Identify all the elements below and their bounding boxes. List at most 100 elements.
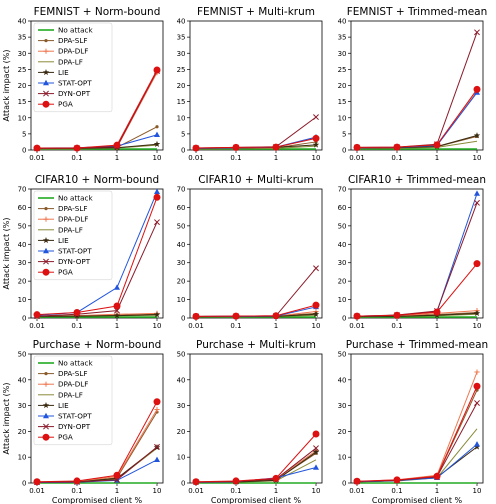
y-tick-label: 10: [338, 454, 347, 462]
legend-label: PGA: [58, 433, 73, 442]
series-line: [356, 32, 478, 148]
y-tick-label: 20: [338, 428, 347, 436]
y-tick-label: 0: [181, 480, 185, 488]
x-tick-label: 0.1: [71, 487, 82, 495]
legend-label: DYN-OPT: [58, 89, 91, 98]
y-tick-label: 30: [177, 259, 186, 267]
x-tick-label: 0.1: [71, 322, 82, 330]
y-tick-label: 10: [18, 454, 27, 462]
panel-1: FEMNIST + Multi-krum 0 5 10 15 20 25 30 35 40 0.01…: [177, 6, 323, 162]
y-tick-label: 20: [338, 278, 347, 286]
panel-title: FEMNIST + Multi-krum: [197, 6, 315, 18]
y-tick-label: 15: [18, 98, 27, 106]
x-tick-label: 10: [473, 154, 482, 162]
legend-label: STAT-OPT: [58, 247, 92, 256]
y-tick-label: 40: [177, 18, 186, 26]
data-point: [232, 477, 240, 485]
y-tick-label: 10: [177, 454, 186, 462]
data-point: [272, 312, 280, 320]
legend-box: [33, 190, 113, 281]
series-line: [356, 386, 478, 482]
x-tick-label: 10: [473, 487, 482, 495]
legend-box: [33, 22, 113, 113]
x-tick-label: 1: [274, 487, 278, 495]
data-point: [353, 143, 361, 151]
panel-7: Purchase + Multi-krum 0 10 20 30 40 50 0.01 0.1 1…: [177, 339, 323, 504]
data-point: [433, 472, 441, 480]
y-tick-label: 40: [338, 376, 347, 384]
legend-label: DYN-OPT: [58, 257, 91, 266]
legend-label: DPA-DLF: [58, 215, 88, 224]
panel-title: CIFAR10 + Multi-krum: [198, 174, 314, 186]
data-point: [113, 312, 121, 319]
series-line: [195, 452, 317, 483]
series-line: [356, 263, 478, 317]
data-point: [313, 265, 319, 272]
y-tick-label: 30: [18, 259, 27, 267]
legend-label: No attack: [58, 194, 93, 203]
legend-label: PGA: [58, 100, 73, 109]
data-point: [113, 471, 121, 479]
x-tick-label: 1: [435, 322, 439, 330]
panel-6: Purchase + Norm-bound 0 10 20 30 40 50 0.01 0.1 1…: [2, 339, 164, 504]
data-point: [313, 464, 319, 470]
legend-marker: [44, 207, 48, 211]
data-point: [232, 143, 240, 151]
panel-4: CIFAR10 + Multi-krum 0 10 20 30 40 50 60 70 0.01 0…: [177, 174, 323, 330]
y-tick-label: 0: [181, 147, 185, 155]
x-tick-label: 0.1: [391, 487, 402, 495]
data-point: [113, 302, 121, 310]
series-line: [356, 89, 478, 148]
series-line: [36, 314, 158, 317]
data-point: [192, 478, 200, 486]
data-point: [154, 219, 160, 226]
x-tick-label: 1: [274, 154, 278, 162]
data-point: [272, 143, 280, 151]
y-tick-label: 20: [177, 278, 186, 286]
y-tick-label: 35: [18, 34, 27, 42]
series-line: [36, 447, 158, 483]
x-tick-label: 0.01: [188, 154, 204, 162]
y-axis-label: Attack impact (%): [2, 383, 11, 455]
legend-label: DYN-OPT: [58, 422, 91, 431]
legend-marker: [43, 258, 49, 265]
legend-label: DPA-DLF: [58, 380, 88, 389]
series-line: [195, 267, 317, 317]
legend-box: [33, 355, 113, 446]
series-line: [356, 312, 478, 318]
data-point: [73, 144, 81, 152]
data-point: [154, 131, 160, 138]
plot-frame: [30, 188, 164, 319]
series-line: [36, 401, 158, 483]
y-tick-label: 40: [18, 18, 27, 26]
data-point: [192, 312, 200, 320]
data-point: [33, 144, 41, 152]
panel-title: CIFAR10 + Trimmed-mean: [348, 174, 486, 186]
y-tick-label: 40: [18, 241, 27, 249]
y-tick-label: 30: [338, 402, 347, 410]
data-point: [33, 478, 41, 486]
data-point: [232, 312, 240, 320]
y-tick-label: 30: [18, 402, 27, 410]
data-point: [153, 311, 161, 318]
data-point: [473, 382, 481, 390]
legend-label: DPA-SLF: [58, 36, 87, 45]
legend-label: DPA-SLF: [58, 369, 87, 378]
legend-marker: [43, 247, 49, 254]
y-tick-label: 0: [342, 147, 346, 155]
data-point: [474, 369, 480, 375]
data-point: [313, 445, 319, 452]
y-tick-label: 20: [18, 82, 27, 90]
y-tick-label: 20: [177, 428, 186, 436]
y-tick-label: 50: [338, 351, 347, 359]
y-tick-label: 10: [338, 114, 347, 122]
data-point: [473, 309, 481, 317]
y-tick-label: 40: [338, 241, 347, 249]
y-tick-label: 15: [338, 98, 347, 106]
x-tick-label: 10: [153, 154, 162, 162]
y-tick-label: 0: [22, 480, 26, 488]
x-tick-label: 10: [312, 154, 321, 162]
